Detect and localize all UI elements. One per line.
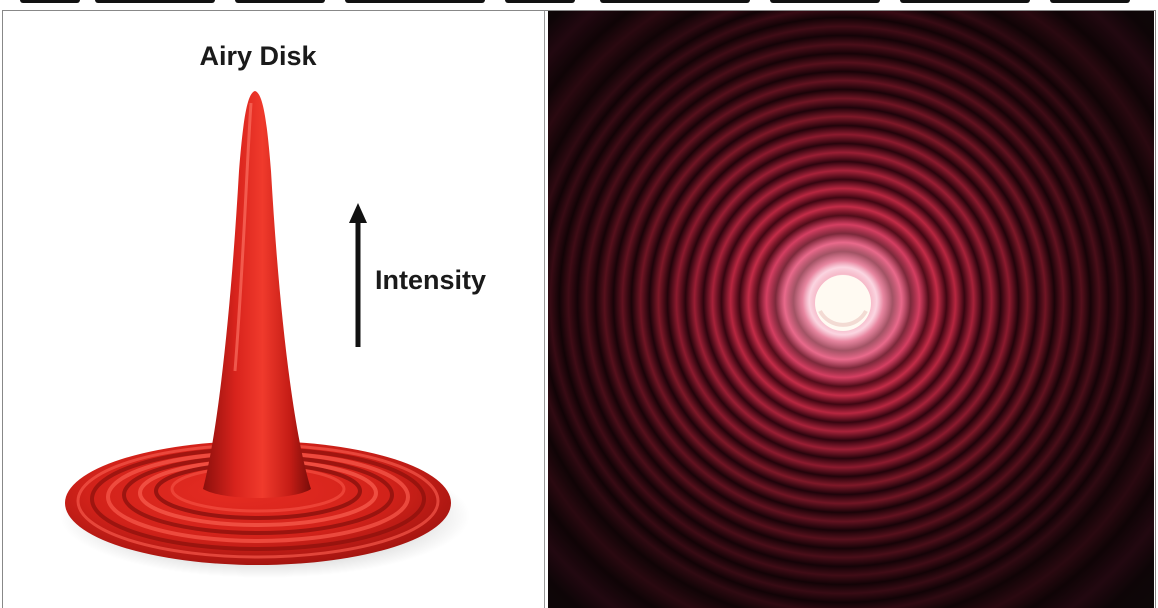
central-intensity-peak	[203, 91, 311, 498]
intensity-arrow-icon	[349, 203, 367, 347]
airy-disk-illustration-panel: Airy Disk Intensity	[3, 11, 543, 608]
intensity-axis-label: Intensity	[375, 265, 487, 295]
airy-disk-3d-illustration	[60, 91, 470, 578]
outer-ring-base	[65, 441, 451, 565]
panel-divider	[544, 11, 545, 608]
figure-frame	[2, 10, 1156, 608]
diffraction-pattern-panel	[548, 11, 1154, 608]
airy-center-disk	[815, 275, 871, 331]
cropped-caption-strip	[0, 0, 1158, 10]
airy-diffraction-ring-pattern	[548, 11, 1154, 608]
diagram-title: Airy Disk	[199, 41, 317, 71]
